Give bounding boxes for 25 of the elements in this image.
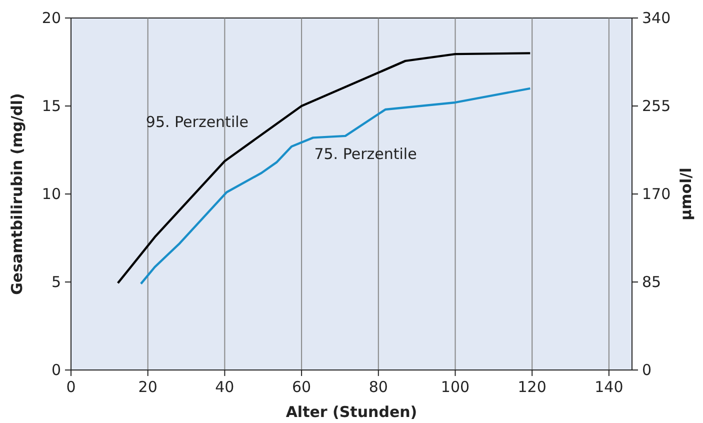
- x-tick-label: 20: [138, 378, 158, 396]
- y-axis-title: Gesamtbilirubin (mg/dl): [8, 93, 26, 295]
- line-series: [116, 52, 532, 284]
- x-axis-title: Alter (Stunden): [286, 403, 418, 421]
- y2-tick-label: 170: [642, 185, 671, 203]
- x-tick-label: 0: [66, 378, 76, 396]
- x-tick-label: 100: [440, 378, 470, 396]
- y2-tick-label: 255: [642, 97, 671, 115]
- y2-tick-label: 0: [642, 361, 652, 379]
- y2-axis-title: µmol/l: [677, 168, 695, 220]
- y2-tick-label: 340: [642, 9, 671, 27]
- y-tick-label: 20: [42, 9, 61, 27]
- y-tick-label: 5: [51, 273, 61, 291]
- x-tick-label: 40: [215, 378, 234, 396]
- x-tick-label: 80: [368, 378, 388, 396]
- y-tick-label: 15: [42, 97, 61, 115]
- x-tick-label: 120: [518, 378, 546, 396]
- y-tick-label: 10: [42, 185, 61, 203]
- annotation: 75. Perzentile: [314, 144, 417, 163]
- annotation: 95. Perzentile: [146, 113, 249, 132]
- line-series: [140, 87, 532, 285]
- y-tick-label: 0: [51, 361, 61, 379]
- x-tick-label: 140: [594, 378, 624, 396]
- y2-tick-label: 85: [642, 273, 662, 291]
- x-tick-label: 60: [292, 378, 312, 396]
